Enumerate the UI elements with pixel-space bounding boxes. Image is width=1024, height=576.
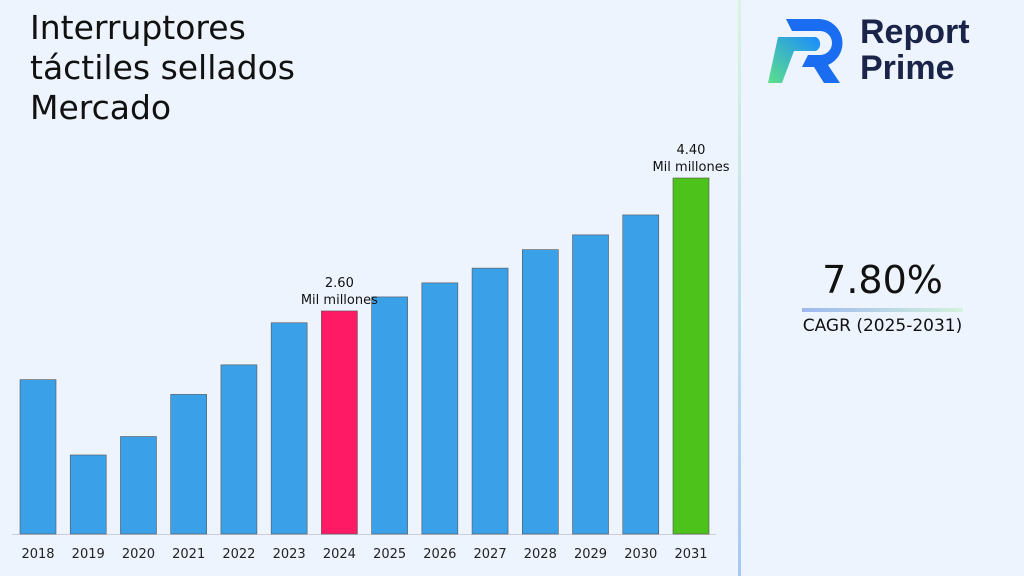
cagr-label: CAGR (2025-2031) (802, 316, 963, 336)
cagr-value: 7.80% (822, 258, 943, 302)
x-tick-label: 2023 (273, 547, 306, 562)
bar-2029 (572, 234, 609, 535)
bar-2027 (471, 267, 509, 535)
bar-2026 (421, 282, 459, 535)
x-tick-label: 2021 (172, 547, 205, 562)
x-tick-label: 2025 (373, 547, 406, 562)
bar-2020 (120, 436, 157, 535)
brand-line1: Report (860, 13, 970, 51)
bar-2028 (521, 249, 559, 535)
x-tick-label: 2029 (574, 547, 607, 562)
bar-2022 (220, 364, 258, 535)
report-prime-logo: Report Prime (768, 14, 970, 86)
bar-2021 (170, 394, 207, 535)
bar-2018 (19, 379, 57, 535)
x-tick-label: 2031 (674, 547, 707, 562)
data-label-value: 2.60 (325, 276, 354, 291)
data-label-unit: Mil millones (652, 160, 729, 175)
cagr-panel: 7.80% CAGR (2025-2031) (790, 258, 975, 336)
x-tick-label: 2030 (624, 547, 657, 562)
bar-2019 (69, 454, 107, 535)
bar-2024 (321, 310, 358, 535)
cagr-underline (802, 308, 963, 312)
x-tick-label: 2019 (72, 547, 105, 562)
x-tick-label: 2024 (323, 547, 356, 562)
data-label-unit: Mil millones (301, 293, 378, 308)
x-tick-label: 2018 (21, 547, 54, 562)
divider (738, 0, 741, 576)
x-tick-label: 2027 (474, 547, 507, 562)
x-tick-label: 2028 (524, 547, 557, 562)
bar-chart: 2018 2019 2020 2021 2022 2023 2024 2025 2026 2027… (12, 143, 730, 562)
x-tick-label: 2026 (423, 547, 456, 562)
x-tick-label: 2022 (222, 547, 255, 562)
data-label-value: 4.40 (677, 143, 706, 158)
x-tick-label: 2020 (122, 547, 155, 562)
logo-r-icon (768, 19, 843, 83)
bar-2031 (672, 177, 710, 535)
bar-2030 (622, 214, 660, 535)
bar-2023 (270, 322, 308, 535)
chart-title: Interruptores táctiles sellados Mercado (30, 8, 295, 127)
bar-2025 (371, 296, 408, 535)
brand-line2: Prime (860, 49, 955, 87)
